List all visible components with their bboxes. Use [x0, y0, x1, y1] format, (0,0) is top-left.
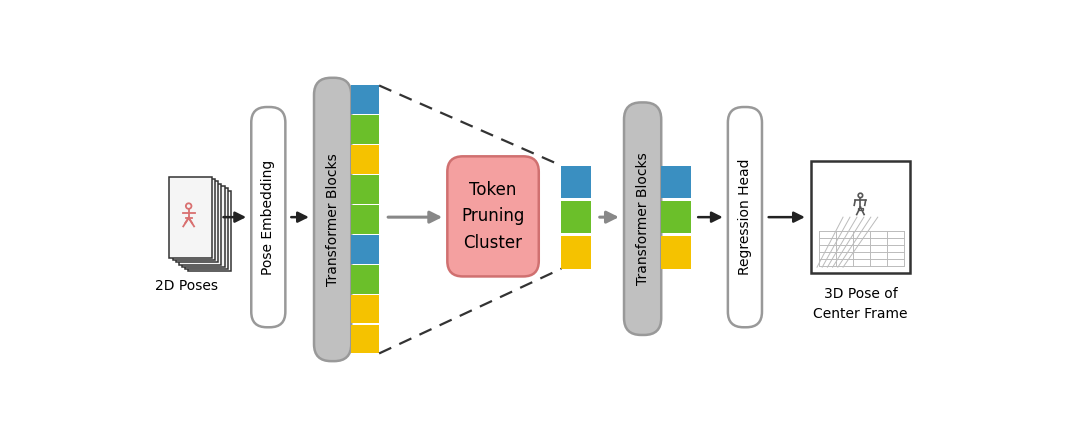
Bar [661, 237, 691, 269]
Bar [351, 145, 379, 174]
Bar [562, 237, 591, 269]
Bar [351, 175, 379, 204]
FancyBboxPatch shape [173, 179, 215, 260]
Text: Transformer Blocks: Transformer Blocks [636, 152, 650, 285]
Text: Token
Pruning
Cluster: Token Pruning Cluster [461, 181, 525, 252]
Bar [351, 325, 379, 353]
FancyBboxPatch shape [188, 190, 231, 271]
Bar [562, 201, 591, 233]
Text: Pose Embedding: Pose Embedding [261, 160, 275, 275]
FancyBboxPatch shape [176, 181, 218, 262]
FancyBboxPatch shape [314, 78, 351, 361]
FancyBboxPatch shape [179, 184, 221, 264]
FancyBboxPatch shape [185, 188, 228, 269]
Bar [562, 166, 591, 198]
FancyBboxPatch shape [447, 157, 539, 276]
FancyBboxPatch shape [181, 186, 225, 267]
Bar [859, 208, 863, 210]
FancyBboxPatch shape [728, 107, 762, 327]
FancyBboxPatch shape [624, 102, 661, 335]
Bar [351, 235, 379, 264]
Bar [661, 166, 691, 198]
Text: 2D Poses: 2D Poses [156, 279, 218, 293]
Text: Regression Head: Regression Head [738, 159, 752, 275]
Bar [351, 115, 379, 144]
Bar [351, 205, 379, 233]
Bar [661, 201, 691, 233]
FancyBboxPatch shape [170, 177, 212, 258]
Text: 3D Pose of
Center Frame: 3D Pose of Center Frame [813, 287, 907, 321]
Bar [811, 161, 910, 273]
FancyBboxPatch shape [252, 107, 285, 327]
Text: Transformer Blocks: Transformer Blocks [326, 153, 339, 286]
Bar [351, 265, 379, 294]
Bar [351, 295, 379, 323]
Bar [351, 86, 379, 114]
